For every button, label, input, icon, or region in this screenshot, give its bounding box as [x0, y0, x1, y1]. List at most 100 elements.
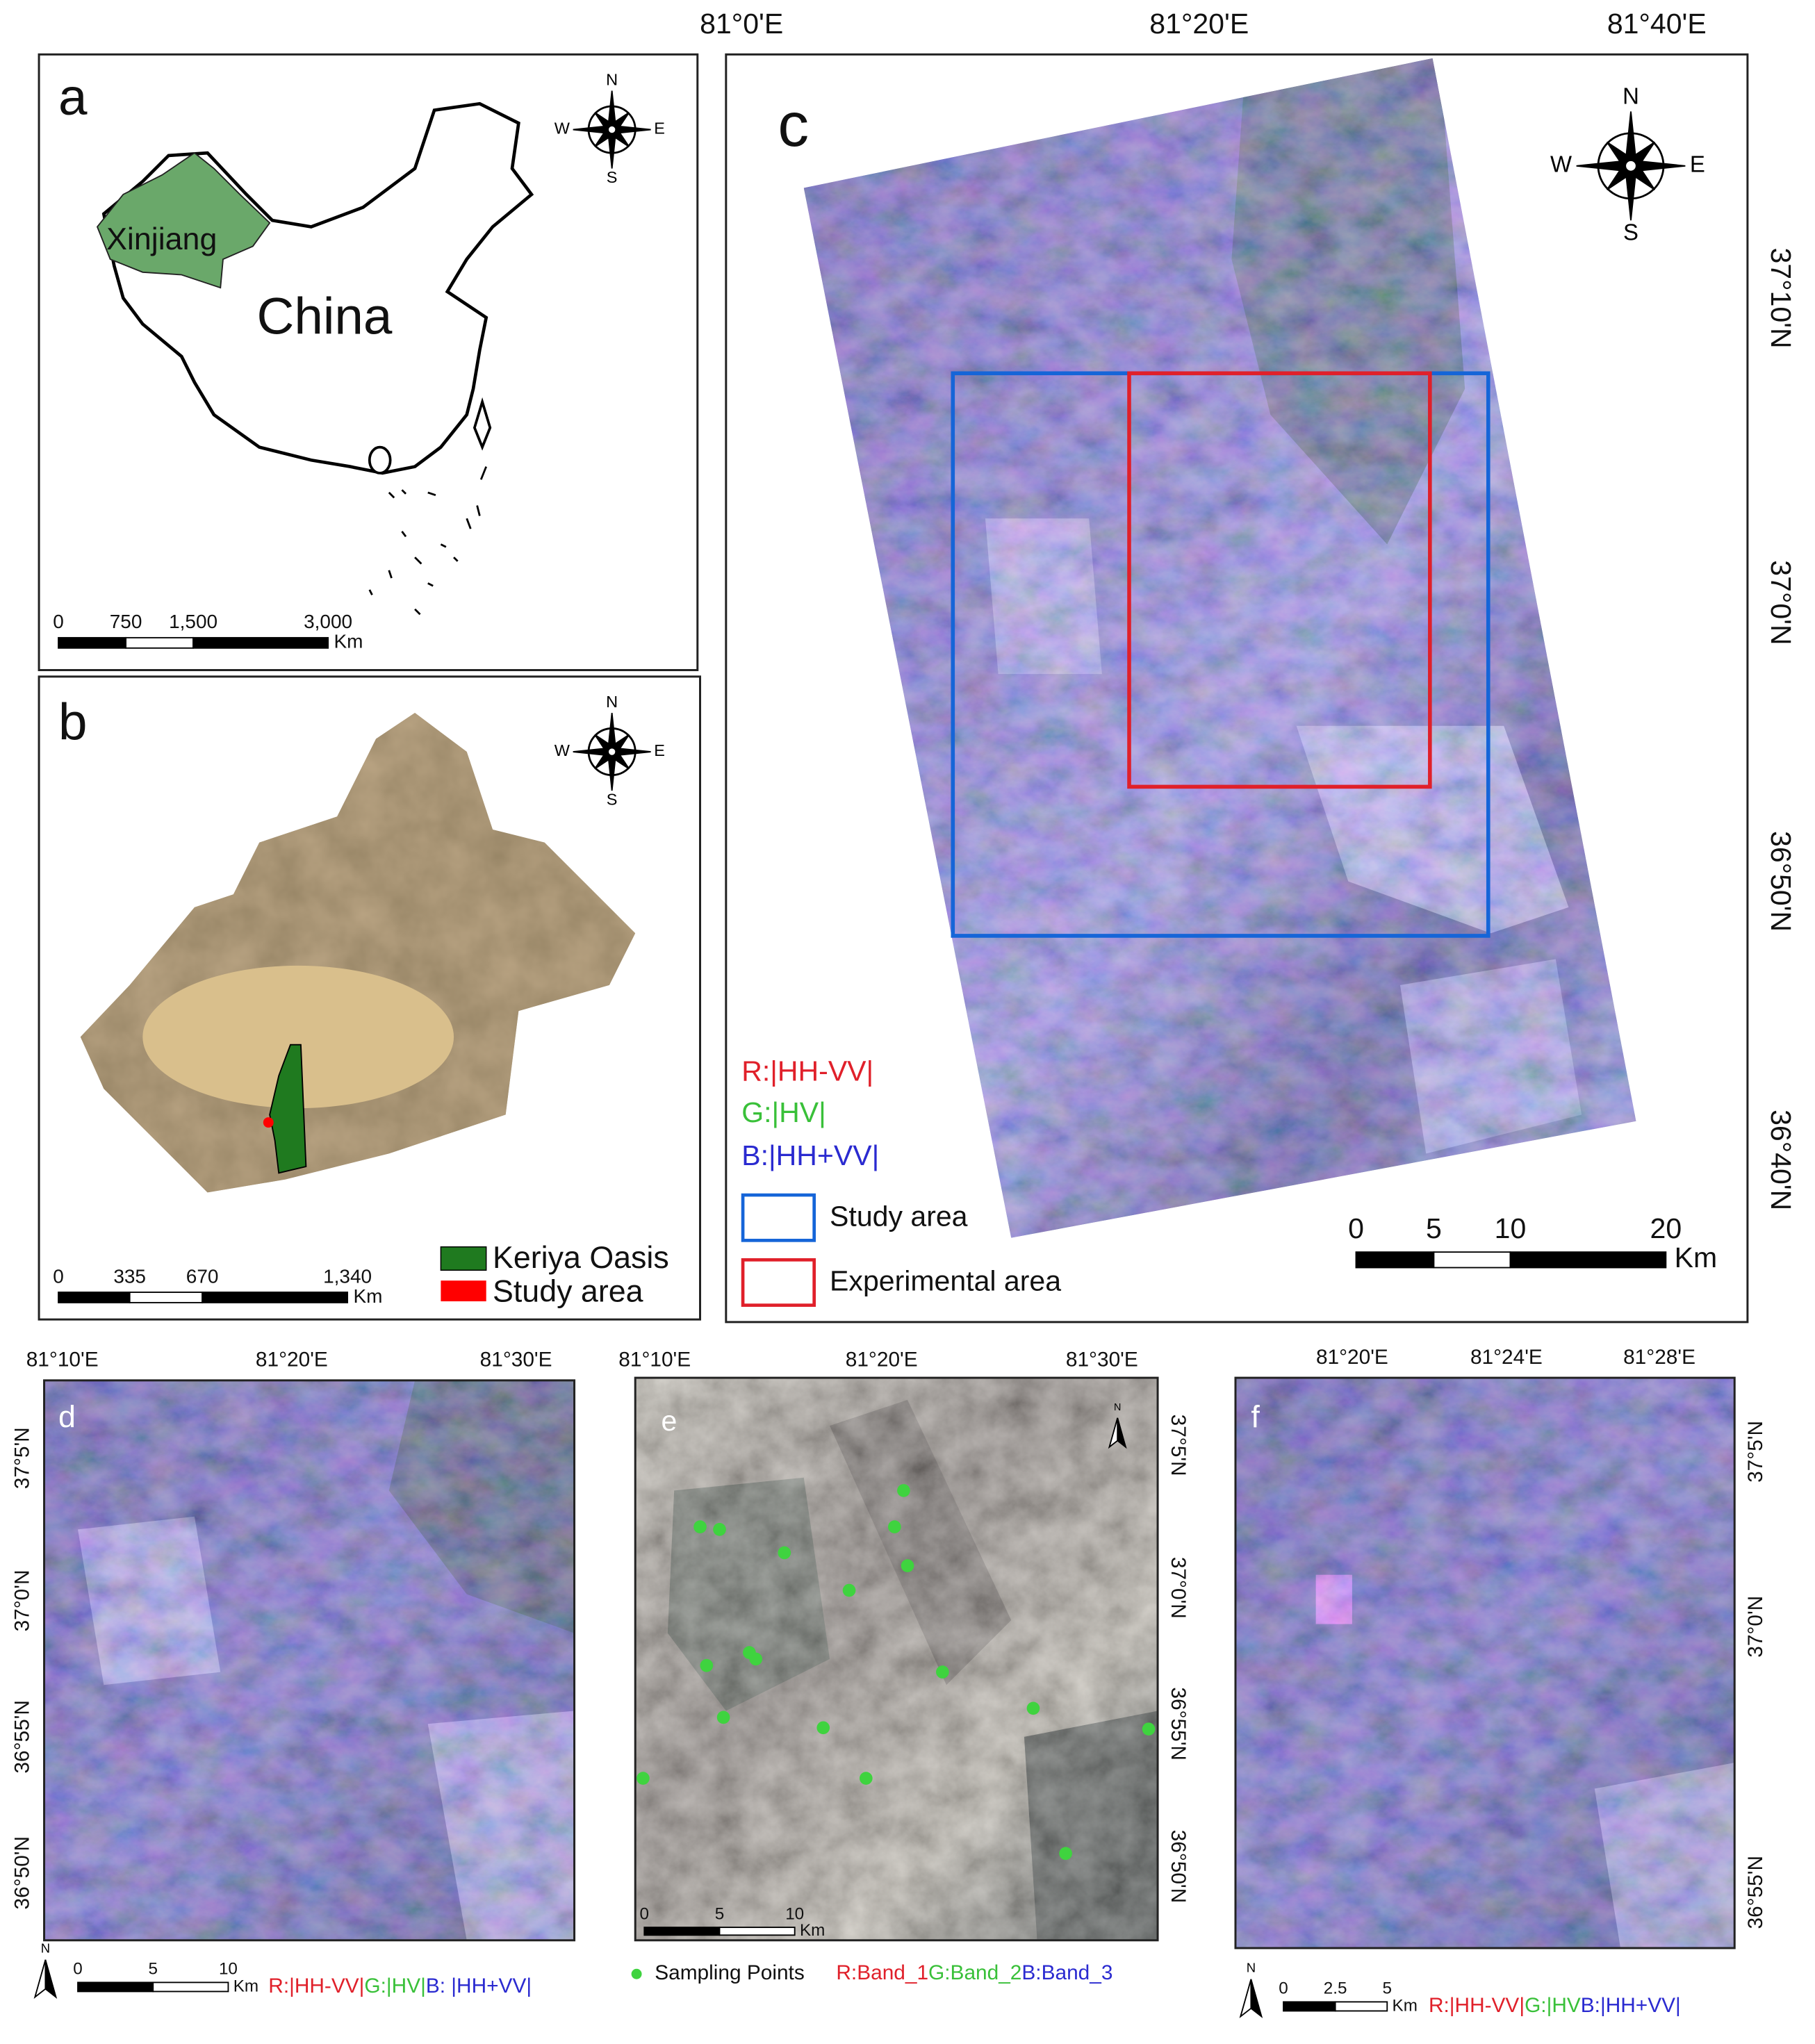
scale-bar-label: 1,500 — [169, 611, 217, 632]
band-legend-item: R:|HH-VV| — [741, 1055, 873, 1087]
scale-bar-label: 5 — [148, 1960, 158, 1979]
scale-bar-label: 5 — [1383, 1979, 1393, 1998]
sampling-point — [1059, 1847, 1072, 1861]
sampling-point — [816, 1721, 830, 1735]
scale-bar-segment — [129, 1292, 204, 1303]
scale-bar-label: 3,000 — [304, 611, 352, 632]
scale-bar-unit: Km — [334, 631, 363, 652]
scale-bar-segment — [643, 1927, 721, 1936]
scale-bar-label: 20 — [1650, 1212, 1682, 1244]
band-legend: R:|HH-VV|G:|HVB:|HH+VV| — [1429, 1994, 1681, 2017]
xinjiang-region — [96, 151, 271, 289]
longitude-label: 81°20'E — [846, 1349, 918, 1371]
north-label: N — [1114, 1402, 1121, 1413]
scale-bar-unit: Km — [800, 1921, 825, 1940]
panel-e-image — [635, 1378, 1158, 1940]
scale-bar-segment — [152, 1981, 229, 1993]
legend-label: Keriya Oasis — [493, 1240, 669, 1275]
sampling-point — [693, 1520, 707, 1533]
compass-n: N — [1623, 83, 1639, 108]
compass-n: N — [606, 71, 618, 89]
compass-w: W — [555, 119, 570, 138]
legend-label: Sampling Points — [655, 1961, 805, 1984]
latitude-label: 36°50'N — [1167, 1830, 1190, 1904]
north-label: N — [41, 1941, 50, 1956]
compass-s: S — [607, 168, 618, 186]
sampling-point — [716, 1711, 730, 1724]
panel-f-frame — [1234, 1376, 1736, 1950]
image-texture — [44, 1380, 575, 1940]
longitude-label: 81°10'E — [618, 1349, 691, 1371]
band-legend-item: B:Band_3 — [1021, 1961, 1112, 1984]
region-label: Xinjiang — [106, 222, 217, 256]
scale-bar-label: 5 — [1426, 1212, 1442, 1244]
band-legend: R:Band_1G:Band_2B:Band_3 — [836, 1961, 1112, 1984]
longitude-label: 81°24'E — [1470, 1346, 1543, 1369]
taklimakan-desert — [142, 965, 454, 1109]
north-arrow — [44, 1959, 58, 1999]
compass-s: S — [607, 790, 618, 808]
scale-bar-segment — [1283, 2001, 1336, 2012]
scale-bar-label: 0 — [73, 1960, 83, 1979]
panel-b-frame — [38, 675, 702, 1321]
scale-bar-label: 1,340 — [323, 1265, 372, 1287]
band-legend-item: R:|HH-VV| — [268, 1975, 364, 1997]
north-arrow — [33, 1959, 47, 1999]
compass-s: S — [1623, 220, 1639, 245]
sampling-point — [936, 1665, 949, 1679]
latitude-label: 36°55'N — [11, 1700, 34, 1774]
study-area-marker — [263, 1117, 274, 1128]
band-legend-item: G:Band_2 — [928, 1961, 1021, 1984]
latitude-label: 37°10'N — [1765, 248, 1797, 349]
panel-a-frame — [38, 53, 699, 671]
latitude-label: 37°0'N — [1167, 1557, 1190, 1619]
scale-bar-label: 0 — [1348, 1212, 1364, 1244]
panel-d-image — [44, 1380, 575, 1940]
panel-c-frame — [725, 53, 1749, 1324]
legend-swatch-keriya — [440, 1246, 487, 1271]
scale-bar-label: 750 — [110, 611, 142, 632]
scale-bar-label: 335 — [113, 1265, 146, 1287]
longitude-label: 81°10'E — [26, 1349, 99, 1371]
latitude-label: 36°55'N — [1167, 1687, 1190, 1761]
compass-rose — [573, 90, 651, 169]
sampling-point — [859, 1772, 873, 1785]
country-label: China — [256, 287, 392, 345]
scale-bar-unit: Km — [1393, 1996, 1418, 2015]
band-legend-item: G:|HV — [1525, 1994, 1581, 2017]
longitude-label: 81°28'E — [1623, 1346, 1695, 1369]
sampling-point — [713, 1523, 726, 1536]
compass-w: W — [1550, 151, 1572, 176]
panel-f-image — [1235, 1378, 1735, 1948]
legend-label: Experimental area — [830, 1265, 1061, 1297]
longitude-label: 81°30'E — [480, 1349, 552, 1371]
latitude-label: 37°5'N — [11, 1427, 34, 1489]
compass-e: E — [654, 741, 665, 759]
panel-e-frame — [634, 1376, 1159, 1942]
legend-swatch-study-area — [441, 1280, 486, 1302]
compass-n: N — [606, 693, 618, 711]
compass-e: E — [654, 119, 665, 138]
band-legend-item: R:Band_1 — [836, 1961, 928, 1984]
compass-rose — [573, 712, 651, 791]
panel-label: d — [58, 1400, 76, 1435]
band-legend-item: B: |HH+VV| — [426, 1975, 532, 1997]
scale-bar-segment — [1433, 1251, 1511, 1269]
band-legend-item: B:|HH+VV| — [741, 1139, 879, 1171]
sampling-point — [901, 1559, 914, 1572]
xinjiang-satellite — [80, 713, 636, 1193]
taiwan-island — [473, 397, 492, 451]
terrain-texture — [80, 713, 636, 1193]
scale-bar-segment — [58, 636, 126, 649]
latitude-label: 37°0'N — [1765, 560, 1797, 645]
legend-label: Study area — [493, 1274, 643, 1309]
panel-label: b — [58, 692, 88, 750]
keriya-oasis-region — [269, 1044, 307, 1174]
scale-bar-unit: Km — [1675, 1242, 1718, 1274]
latitude-label: 36°50'N — [11, 1836, 34, 1910]
compass-hub — [607, 747, 617, 757]
scale-bar-label: 10 — [785, 1904, 804, 1923]
